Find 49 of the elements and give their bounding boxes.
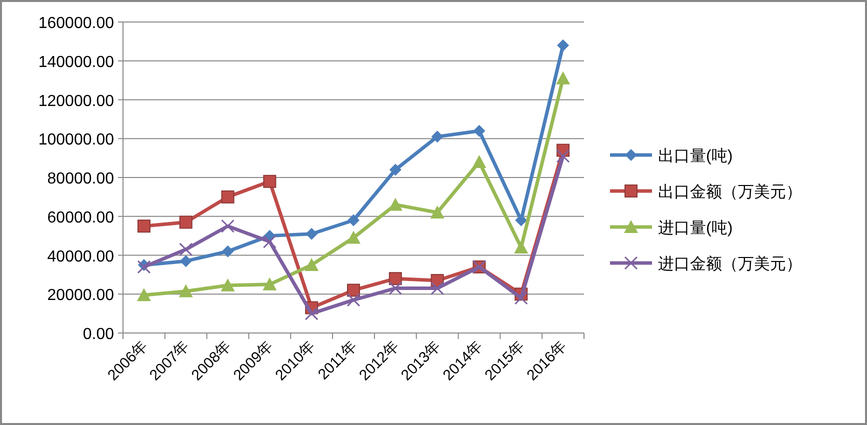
y-tick-label: 100000.00: [38, 132, 114, 149]
y-tick-label: 0.00: [82, 326, 114, 343]
point: [514, 291, 528, 305]
point: [304, 306, 318, 320]
point: [262, 277, 277, 290]
y-tick-label: 20000.00: [47, 287, 114, 304]
point: [346, 293, 360, 307]
point: [346, 230, 360, 244]
point: [388, 198, 402, 211]
y-tick-label: 60000.00: [47, 209, 114, 226]
point: [472, 154, 486, 168]
point: [179, 216, 192, 229]
point: [221, 190, 234, 204]
point: [430, 205, 444, 218]
point: [557, 39, 570, 52]
point: [180, 255, 192, 268]
y-tick-label: 40000.00: [47, 248, 114, 266]
point: [304, 258, 319, 271]
point: [388, 272, 402, 286]
point: [222, 245, 234, 258]
point: [179, 242, 193, 256]
y-tick-label: 120000.00: [38, 92, 114, 110]
point: [473, 124, 486, 137]
point: [556, 71, 570, 84]
point: [137, 260, 151, 274]
point: [136, 288, 151, 302]
y-tick-label: 80000.00: [47, 170, 114, 188]
point: [388, 282, 402, 296]
point: [515, 214, 528, 226]
point: [137, 220, 150, 233]
legend-label: 出口量(吨): [658, 147, 733, 165]
point: [389, 164, 402, 176]
y-tick-label: 140000.00: [38, 54, 114, 71]
y-tick-label: 160000.00: [38, 15, 114, 32]
point: [430, 282, 444, 296]
legend-label: 出口金额（万美元）: [658, 183, 802, 201]
point: [220, 278, 235, 292]
point: [262, 234, 276, 248]
point: [221, 219, 235, 233]
point: [347, 284, 360, 297]
point: [306, 228, 318, 240]
point: [431, 130, 444, 143]
point: [348, 214, 360, 226]
legend-label: 进口量(吨): [658, 219, 733, 237]
point: [263, 174, 276, 188]
point: [514, 240, 528, 254]
legend-label: 进口金额（万美元）: [658, 255, 802, 273]
point: [556, 149, 570, 163]
point: [178, 284, 193, 298]
